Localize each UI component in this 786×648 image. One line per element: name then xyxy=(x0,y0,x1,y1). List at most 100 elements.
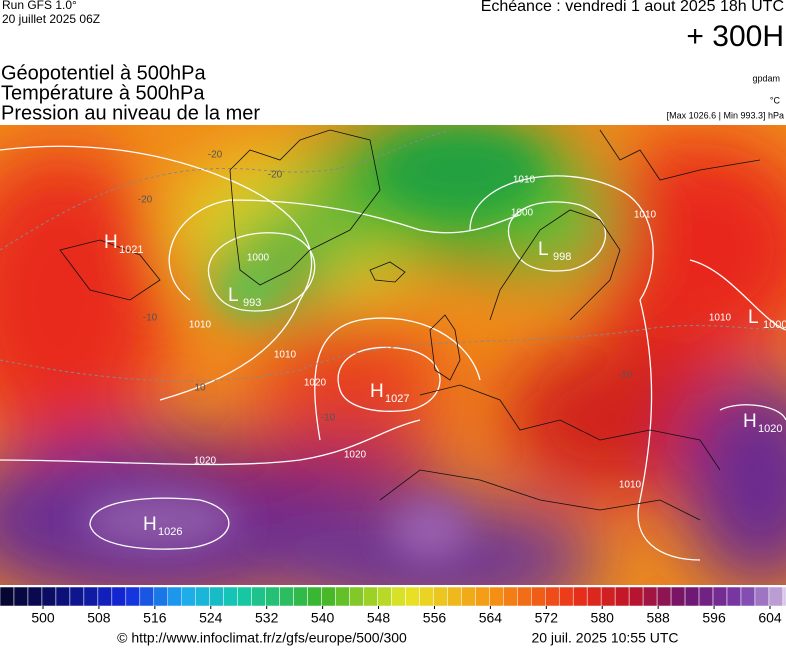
pressure-center-symbol: H xyxy=(370,381,384,402)
colorbar-cell xyxy=(69,586,85,607)
isotherm-label: -10 xyxy=(321,413,336,424)
colorbar-cell xyxy=(0,586,15,607)
colorbar-cell xyxy=(139,586,155,607)
colorbar-cell xyxy=(740,586,756,607)
colorbar-cell xyxy=(461,586,476,607)
unit-geopotential: gpdam xyxy=(752,73,780,83)
isotherm-label: -20 xyxy=(138,195,153,206)
colorbar-cell xyxy=(405,586,420,607)
isobar-label: 1010 xyxy=(274,350,297,361)
pressure-center-symbol: H xyxy=(743,411,757,432)
colorbar-cell xyxy=(209,586,224,607)
colorbar-tick-label: 596 xyxy=(702,610,726,626)
colorbar-cell xyxy=(642,586,658,607)
colorbar-tick-label: 580 xyxy=(591,610,615,626)
colorbar-tick-label: 516 xyxy=(143,610,167,626)
pressure-center-value: 993 xyxy=(243,297,261,309)
pressure-center-value: 1020 xyxy=(758,423,782,435)
coastlines xyxy=(59,129,761,521)
colorbar-cell xyxy=(335,586,350,607)
colorbar-tick-label: 548 xyxy=(367,610,391,626)
render-timestamp: 20 juil. 2025 10:55 UTC xyxy=(531,630,678,646)
unit-temperature: °C xyxy=(770,95,781,105)
isobar-label: 1010 xyxy=(513,175,536,186)
run-date: 20 juillet 2025 06Z xyxy=(2,12,100,26)
isobars xyxy=(0,145,786,561)
colorbar-cell xyxy=(698,586,714,607)
pressure-center-value: 1026 xyxy=(158,526,182,538)
colorbar-cell xyxy=(600,586,616,607)
colorbar-cell xyxy=(153,586,169,607)
colorbar-cell xyxy=(489,586,504,607)
colorbar-cell xyxy=(628,586,644,607)
colorbar-cell xyxy=(517,586,532,607)
isobar-label: 1000 xyxy=(511,208,534,219)
colorbar-cell xyxy=(656,586,672,607)
isotherm-label: -10 xyxy=(143,313,158,324)
map-title: Géopotentiel à 500hPa xyxy=(1,62,206,84)
lead-time: + 300H xyxy=(686,20,784,53)
pressure-center-symbol: L xyxy=(228,285,239,306)
isobar-label: 1010 xyxy=(619,480,642,491)
colorbar-cell xyxy=(670,586,686,607)
colorbar-cell xyxy=(349,586,364,607)
colorbar-cell xyxy=(181,586,196,607)
map-title: Température à 500hPa xyxy=(1,82,205,104)
source-url: © http://www.infoclimat.fr/z/gfs/europe/… xyxy=(117,630,407,646)
isotherm-label: -10 xyxy=(618,370,633,381)
isotherm-label: -20 xyxy=(268,170,283,181)
isotherms xyxy=(0,129,786,382)
colorbar-cell xyxy=(614,586,630,607)
colorbar-cell xyxy=(391,586,406,607)
colorbar-cell xyxy=(265,586,280,607)
isobar-label: 1010 xyxy=(189,320,212,331)
colorbar-cell xyxy=(237,586,252,607)
colorbar-tick-label: 532 xyxy=(255,610,279,626)
colorbar-cell xyxy=(531,586,546,607)
echeance: Echéance : vendredi 1 aout 2025 18h UTC xyxy=(481,0,784,15)
colorbar-tick-label: 540 xyxy=(311,610,335,626)
colorbar-cell xyxy=(684,586,700,607)
colorbar-tick-label: 604 xyxy=(758,610,782,626)
pressure-center-value: 998 xyxy=(553,251,571,263)
isobar-label: 1020 xyxy=(194,456,217,467)
pressure-center-symbol: L xyxy=(748,307,759,328)
colorbar-cell xyxy=(712,586,728,607)
colorbar-cell xyxy=(558,586,574,607)
colorbar-tick-label: 524 xyxy=(199,610,223,626)
colorbar-cell xyxy=(27,586,43,607)
colorbar-cell xyxy=(754,586,770,607)
colorbar-cell xyxy=(251,586,266,607)
colorbar-cell xyxy=(83,586,99,607)
map-title: Pression au niveau de la mer xyxy=(1,102,260,124)
colorbar-cell xyxy=(447,586,462,607)
pressure-center-value: 1000 xyxy=(763,319,786,331)
colorbar-cell xyxy=(55,586,71,607)
colorbar-cell xyxy=(293,586,308,607)
colorbar-cell xyxy=(475,586,490,607)
colorbar-cell xyxy=(195,586,210,607)
colorbar-tick-label: 500 xyxy=(31,610,55,626)
isotherm-label: 10 xyxy=(194,383,206,394)
colorbar-cell xyxy=(726,586,742,607)
colorbar-tick-label: 564 xyxy=(479,610,503,626)
colorbar-tick-label: 588 xyxy=(646,610,670,626)
map-field xyxy=(0,125,786,585)
colorbar-cell xyxy=(41,586,57,607)
colorbar-cell xyxy=(433,586,448,607)
colorbar-cell xyxy=(97,586,113,607)
colorbar-cell xyxy=(768,586,784,607)
pressure-center-value: 1021 xyxy=(119,244,143,256)
colorbar-cell xyxy=(503,586,518,607)
isobar-label: 1020 xyxy=(304,378,327,389)
colorbar-cell xyxy=(572,586,588,607)
isobar-label: 1000 xyxy=(247,253,270,264)
colorbar-cell xyxy=(363,586,378,607)
colorbar-cell xyxy=(307,586,322,607)
colorbar-cell xyxy=(279,586,294,607)
colorbar-tick-label: 572 xyxy=(535,610,559,626)
isobar-label: 1010 xyxy=(709,313,732,324)
colorbar-cell xyxy=(167,586,182,607)
colorbar-cell xyxy=(223,586,238,607)
